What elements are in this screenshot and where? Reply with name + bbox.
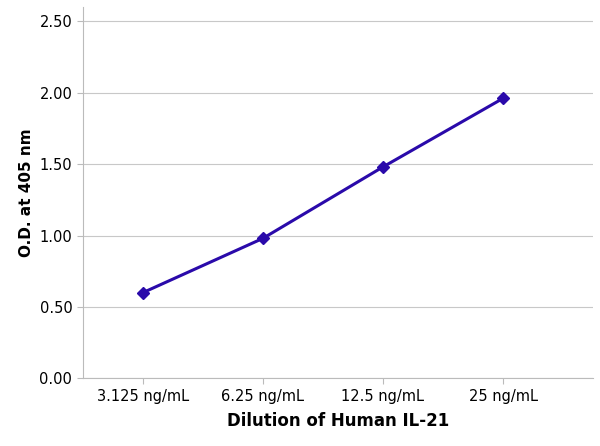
X-axis label: Dilution of Human IL-21: Dilution of Human IL-21 (227, 412, 449, 430)
Y-axis label: O.D. at 405 nm: O.D. at 405 nm (19, 128, 34, 257)
